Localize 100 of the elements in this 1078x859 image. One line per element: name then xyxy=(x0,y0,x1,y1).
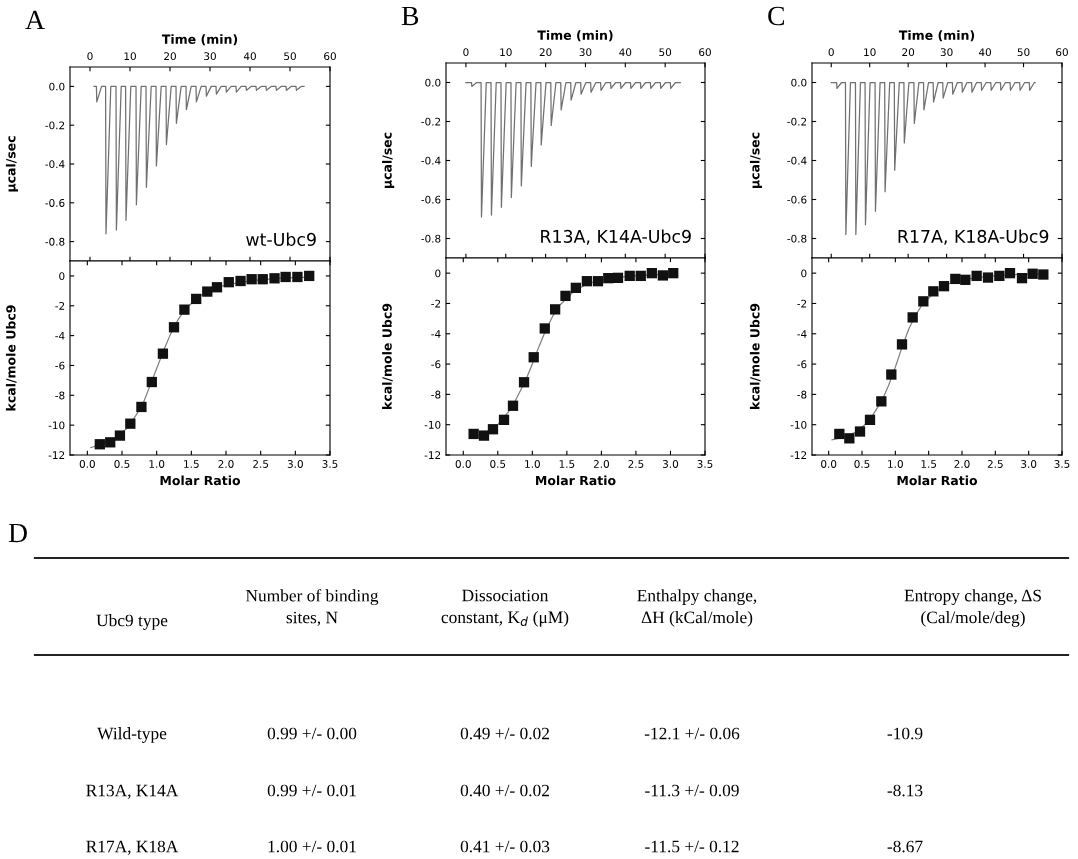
point xyxy=(938,281,950,292)
text: 0.49 +/- 0.02 xyxy=(460,727,549,740)
text: -10.9 xyxy=(887,727,923,740)
y-axis-title: µcal/sec xyxy=(382,132,395,189)
y-tick-label: -4 xyxy=(431,330,441,338)
x-tick-label: 0 xyxy=(828,48,834,57)
x-tick-label: 1.0 xyxy=(525,460,540,468)
category-label: Enthalpy change, ΔH (kCal/mole) xyxy=(637,589,757,627)
x-tick-label: 2.5 xyxy=(628,460,644,468)
y-tick-label: -10 xyxy=(424,420,441,429)
x-tick-label: 50 xyxy=(284,52,296,61)
x-tick-label: 0.0 xyxy=(455,460,471,468)
text: -12.1 +/- 0.06 xyxy=(644,727,740,740)
x-tick-label: 1.5 xyxy=(184,460,199,468)
x-tick-label: 60 xyxy=(324,52,336,61)
x-tick-label: 2.5 xyxy=(987,460,1003,468)
point xyxy=(1027,268,1038,279)
point xyxy=(498,414,510,425)
category-label: Number of binding sites, N xyxy=(245,589,379,626)
x-tick-label: 0 xyxy=(463,48,469,57)
y-axis-title: kcal/mole Ubc9 xyxy=(5,305,17,411)
point xyxy=(478,430,490,441)
x-tick-label: 40 xyxy=(243,52,256,61)
point xyxy=(168,322,180,333)
chart-title: B xyxy=(401,6,419,26)
point xyxy=(570,282,581,293)
point xyxy=(125,418,136,429)
chart-title: C xyxy=(768,6,784,26)
annotation: wt-Ubc9 xyxy=(246,232,316,246)
x-tick-label: 3.0 xyxy=(662,460,679,468)
point xyxy=(592,276,604,287)
y-tick-label: -0.4 xyxy=(45,160,65,169)
y-axis-title: µcal/sec xyxy=(5,136,18,192)
point xyxy=(960,274,971,285)
y-tick-label: -8 xyxy=(55,391,65,400)
y-tick-label: -0.4 xyxy=(787,156,807,165)
x-axis-title: Molar Ratio xyxy=(536,475,616,486)
point xyxy=(105,437,116,448)
point xyxy=(918,296,929,307)
point xyxy=(94,439,105,450)
x-tick-label: 60 xyxy=(699,48,711,57)
x-tick-label: 3.0 xyxy=(287,460,303,468)
point xyxy=(876,396,887,407)
y-tick-label: -0.2 xyxy=(787,117,807,126)
point xyxy=(223,277,234,288)
x-tick-label: 60 xyxy=(1056,48,1068,57)
x-axis-title: Molar Ratio xyxy=(897,475,978,486)
x-tick-label: 3.0 xyxy=(1021,460,1037,468)
x-tick-label: 0.0 xyxy=(821,460,837,468)
y-tick-label: -12 xyxy=(790,451,807,459)
text: 0.40 +/- 0.02 xyxy=(460,784,549,797)
point xyxy=(994,270,1005,282)
y-tick-label: 0.0 xyxy=(425,78,441,87)
x-tick-label: 30 xyxy=(204,52,216,61)
y-tick-label: -12 xyxy=(48,451,65,459)
x-tick-label: 20 xyxy=(902,48,915,57)
y-tick-label: -0.8 xyxy=(787,234,807,243)
point xyxy=(1016,273,1028,284)
text: -11.3 +/- 0.09 xyxy=(645,784,739,797)
y-tick-label: -10 xyxy=(48,421,65,430)
x-tick-label: 0.5 xyxy=(854,460,870,468)
point xyxy=(468,428,479,440)
y-axis-title: µcal/sec xyxy=(749,132,762,189)
x-axis-title: Molar Ratio xyxy=(160,475,241,486)
point xyxy=(211,282,223,293)
point xyxy=(292,271,303,283)
y-axis-title: kcal/mole Ubc9 xyxy=(749,303,761,409)
point xyxy=(896,339,908,350)
point xyxy=(487,424,499,435)
point xyxy=(657,270,669,281)
point xyxy=(518,377,530,388)
x-tick-label: 2.0 xyxy=(954,460,970,468)
y-tick-label: -6 xyxy=(431,360,441,369)
text: -8.13 xyxy=(887,784,923,797)
text: 0.99 +/- 0.00 xyxy=(267,727,357,740)
y-tick-label: -0.8 xyxy=(421,234,441,243)
point xyxy=(528,352,539,363)
point xyxy=(907,312,918,323)
x-tick-label: 20 xyxy=(539,48,552,57)
text: 0.41 +/- 0.03 xyxy=(460,840,550,853)
y-tick-label: -8 xyxy=(431,390,441,399)
category-label: Entropy change, ΔS (Cal/mole/deg) xyxy=(904,589,1041,627)
point xyxy=(191,293,202,305)
x-tick-label: 0 xyxy=(87,52,93,61)
point xyxy=(114,430,126,441)
y-tick-label: -4 xyxy=(797,330,807,338)
x-tick-label: 0.5 xyxy=(490,460,506,468)
x-tick-label: 40 xyxy=(619,48,632,57)
point xyxy=(539,323,550,334)
y-tick-label: -0.4 xyxy=(421,156,441,165)
point xyxy=(1038,269,1049,280)
category-label: Wild-type xyxy=(97,727,167,743)
y-tick-label: 0 xyxy=(801,269,807,278)
x-tick-label: 1.0 xyxy=(888,460,903,468)
x-tick-label: 30 xyxy=(940,48,953,57)
point xyxy=(834,428,845,440)
y-tick-label: 0 xyxy=(59,272,65,281)
x-tick-label: 3.5 xyxy=(697,460,713,468)
text: 1.00 +/- 0.01 xyxy=(268,840,356,853)
x-tick-label: 3.5 xyxy=(322,460,338,468)
